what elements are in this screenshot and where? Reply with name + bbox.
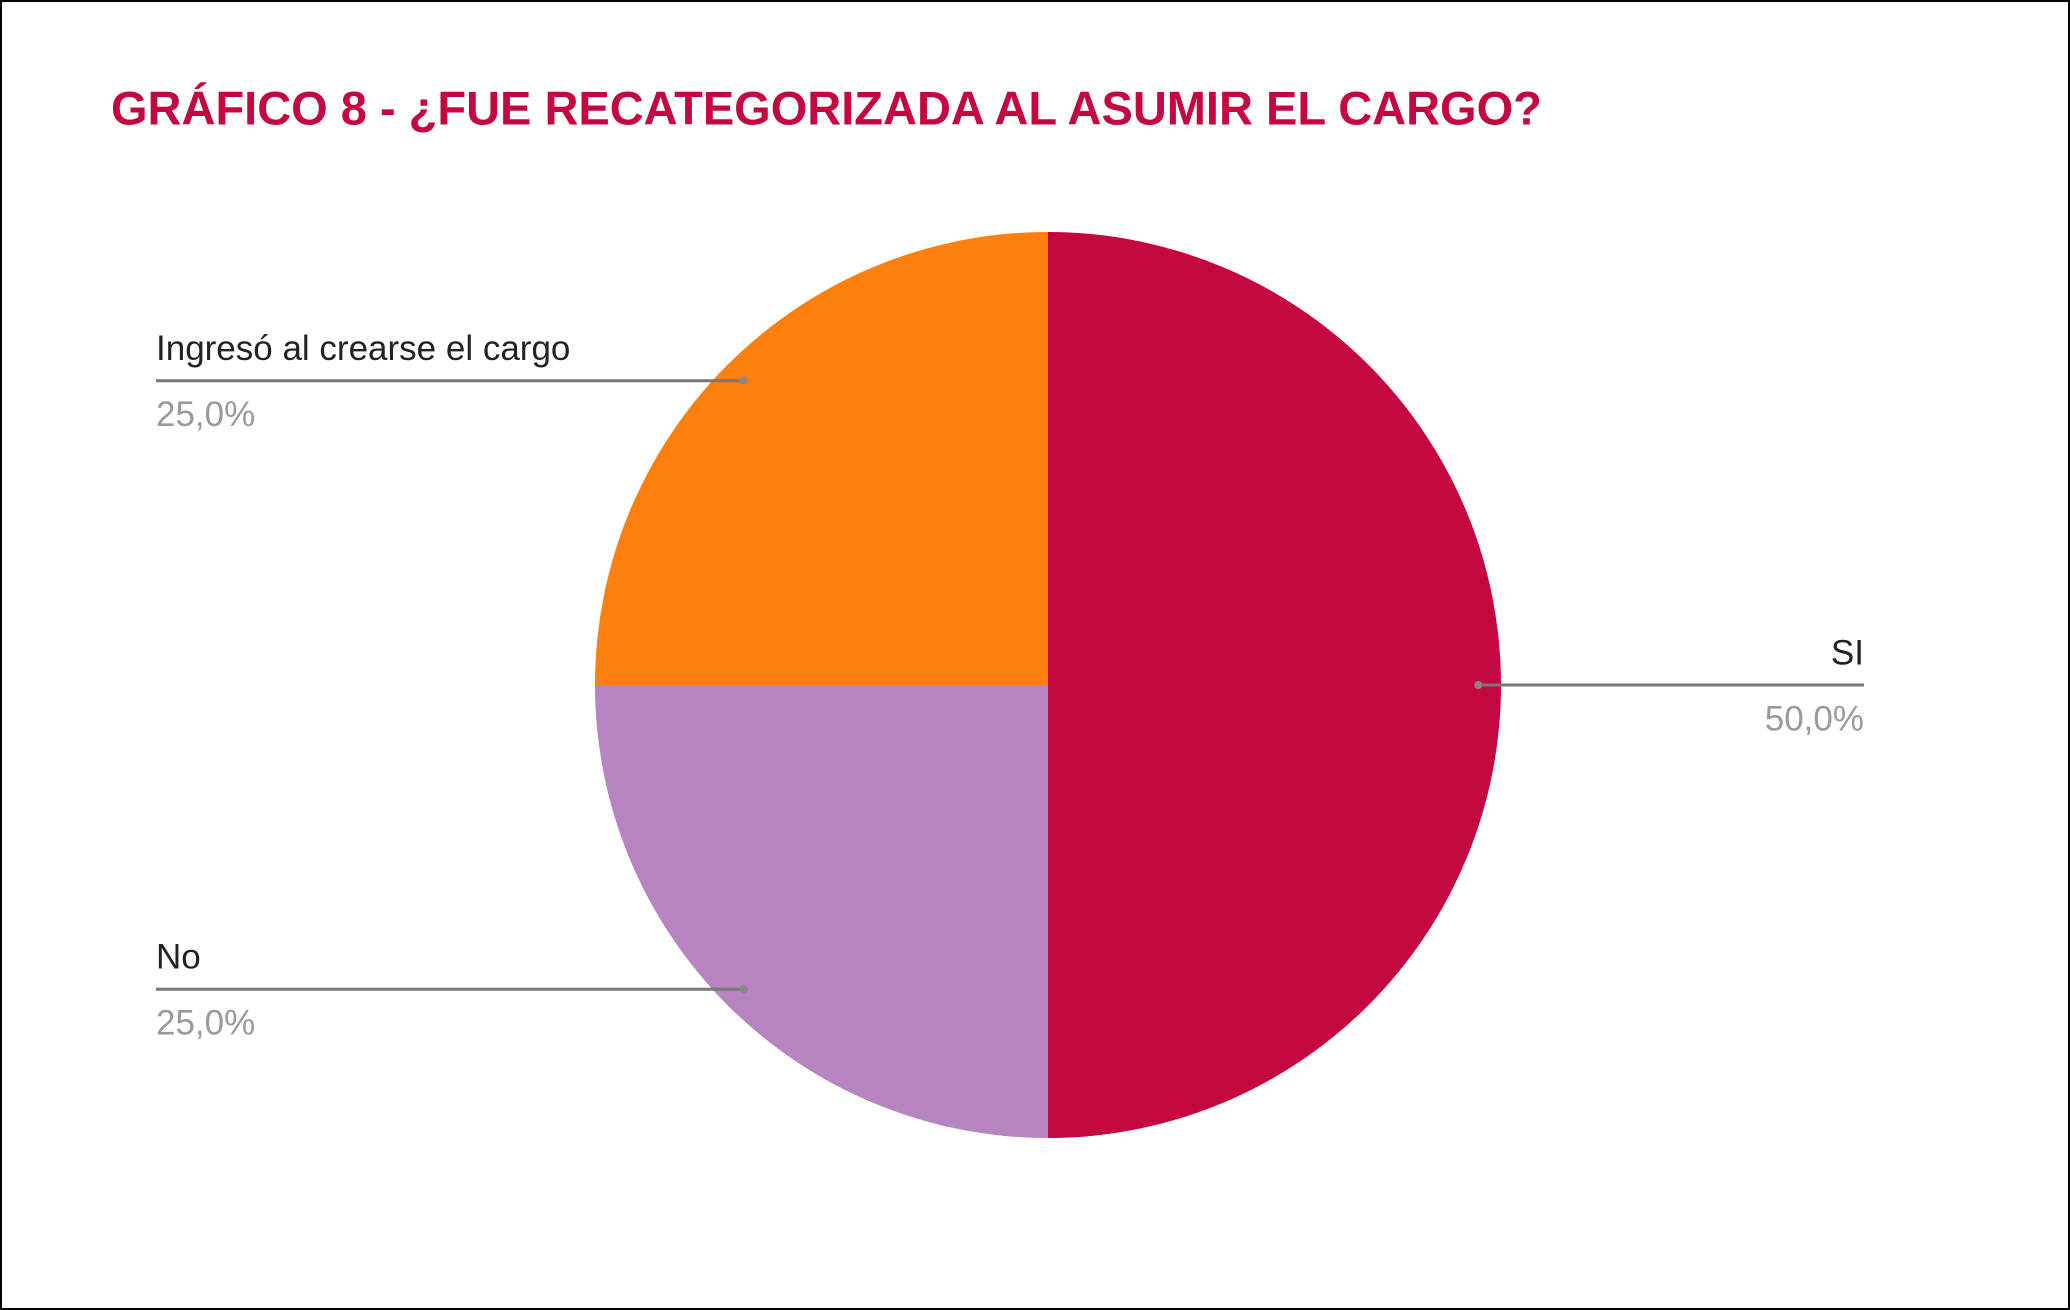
chart-title: GRÁFICO 8 - ¿FUE RECATEGORIZADA AL ASUMI…: [111, 81, 1542, 134]
slice-value-label: 25,0%: [156, 395, 255, 434]
pie-slice: [1048, 232, 1501, 1138]
leader-dot: [739, 985, 748, 994]
slice-value-label: 50,0%: [1765, 699, 1864, 738]
leader-dot: [739, 376, 748, 385]
slice-label: Ingresó al crearse el cargo: [156, 329, 570, 368]
slice-label: No: [156, 938, 201, 977]
slice-value-label: 25,0%: [156, 1004, 255, 1043]
pie-slice: [595, 685, 1048, 1138]
slice-label: SI: [1831, 633, 1864, 672]
pie-slice: [595, 232, 1048, 685]
leader-dot: [1474, 681, 1483, 689]
